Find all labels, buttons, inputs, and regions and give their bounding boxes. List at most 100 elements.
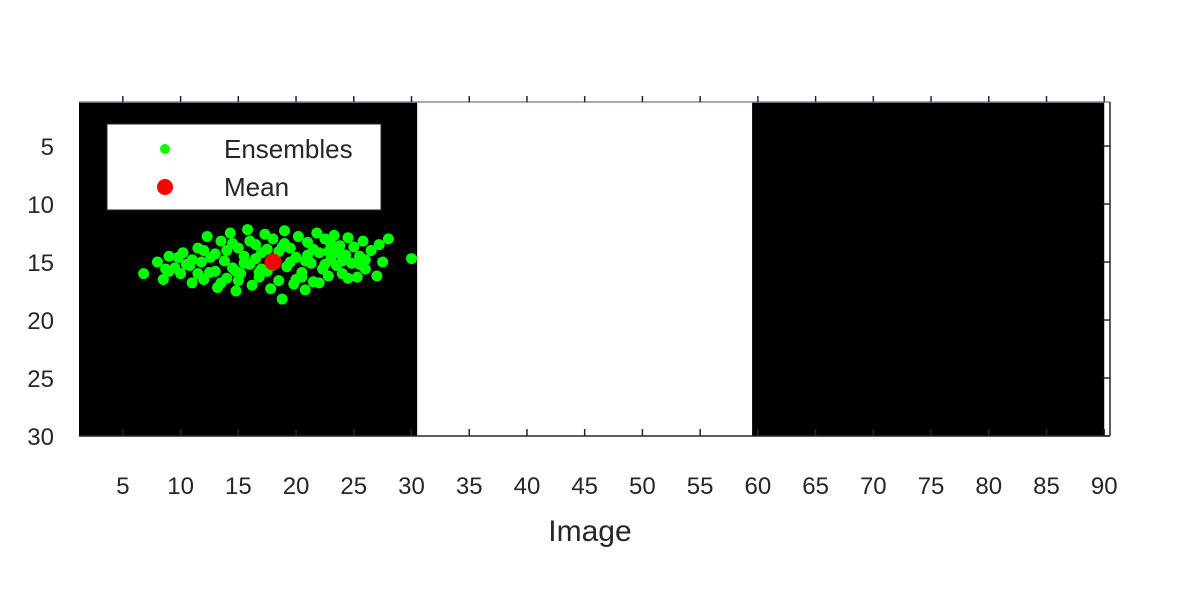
ensemble-point xyxy=(186,277,198,289)
ensemble-point xyxy=(242,224,254,236)
ensemble-point xyxy=(138,268,150,280)
ensemble-point xyxy=(348,241,360,253)
ensemble-point xyxy=(273,275,285,287)
background-panel-3 xyxy=(752,102,1105,436)
ensemble-point xyxy=(345,257,357,269)
x-tick-label: 30 xyxy=(398,473,425,500)
x-tick-label: 5 xyxy=(116,473,129,500)
ensemble-point xyxy=(201,231,213,243)
ensemble-point xyxy=(198,244,210,256)
x-tick-label: 40 xyxy=(514,473,541,500)
x-tick-label: 45 xyxy=(571,473,598,500)
ensemble-point xyxy=(311,227,323,239)
x-tick-label: 10 xyxy=(167,473,194,500)
x-tick-labels: 5 10 15 20 25 30 35 40 45 50 55 60 65 70 75 80 85 90 xyxy=(116,473,1117,500)
y-tick-label: 15 xyxy=(27,250,54,277)
x-tick-label: 75 xyxy=(918,473,945,500)
ensemble-point xyxy=(267,233,279,245)
x-tick-label: 50 xyxy=(629,473,656,500)
ensemble-point xyxy=(195,256,207,268)
mean-point xyxy=(264,253,282,271)
ensemble-point xyxy=(227,237,239,249)
ensemble-point xyxy=(232,275,244,287)
x-axis-label: Image xyxy=(548,515,631,548)
ensemble-point xyxy=(406,253,418,265)
ensemble-point xyxy=(244,235,256,247)
ensemble-point xyxy=(336,255,348,267)
ensemble-point xyxy=(292,231,304,243)
ensemble-point xyxy=(373,239,385,251)
x-tick-label: 90 xyxy=(1091,473,1118,500)
x-tick-label: 65 xyxy=(802,473,829,500)
ensemble-point xyxy=(351,271,363,283)
x-tick-label: 80 xyxy=(975,473,1002,500)
ensemble-point xyxy=(172,251,184,263)
ensemble-point xyxy=(250,253,262,265)
y-tick-labels: 5 10 15 20 25 30 xyxy=(27,134,54,451)
x-tick-label: 60 xyxy=(745,473,772,500)
ensemble-point xyxy=(290,273,302,285)
y-tick-label: 20 xyxy=(27,308,54,335)
ensemble-point xyxy=(276,241,288,253)
x-tick-label: 35 xyxy=(456,473,483,500)
data-points xyxy=(138,224,418,305)
ensemble-point xyxy=(276,293,288,305)
ensemble-point xyxy=(203,266,215,278)
ensemble-point xyxy=(261,243,273,255)
ensemble-point xyxy=(307,243,319,255)
x-tick-label: 20 xyxy=(283,473,310,500)
ensemble-point xyxy=(160,263,172,275)
ensemble-point xyxy=(377,256,389,268)
y-tick-label: 10 xyxy=(27,192,54,219)
ensemble-point xyxy=(175,268,187,280)
x-tick-label: 15 xyxy=(225,473,252,500)
x-tick-label: 70 xyxy=(860,473,887,500)
ensemble-point xyxy=(382,233,394,245)
ensemble-point xyxy=(265,283,277,295)
ensemble-point xyxy=(284,256,296,268)
legend-marker-mean xyxy=(157,179,173,195)
ensemble-point xyxy=(299,255,311,267)
ensemble-point xyxy=(215,277,227,289)
ensemble-point xyxy=(246,279,258,291)
ensemble-point xyxy=(152,256,164,268)
ensemble-point xyxy=(322,246,334,258)
ensemble-point xyxy=(224,227,236,239)
legend-box xyxy=(106,123,382,211)
legend-label-ensembles: Ensembles xyxy=(224,134,353,164)
ensemble-point xyxy=(342,272,354,284)
ensemble-point xyxy=(322,270,334,282)
ensemble-point xyxy=(330,247,342,259)
ensemble-point xyxy=(238,257,250,269)
ensemble-point xyxy=(371,270,383,282)
x-tick-label: 55 xyxy=(687,473,714,500)
y-tick-label: 25 xyxy=(27,366,54,393)
ensemble-point xyxy=(218,255,230,267)
ensemble-point xyxy=(259,228,271,240)
legend-marker-ensembles xyxy=(160,144,170,154)
ensemble-point xyxy=(359,254,371,266)
ensemble-point xyxy=(209,248,221,260)
ensemble-point xyxy=(319,258,331,270)
ensemble-point xyxy=(230,285,242,297)
legend-label-mean: Mean xyxy=(224,172,289,202)
ensemble-point xyxy=(180,258,192,270)
axes xyxy=(79,96,1111,437)
ensemble-point xyxy=(192,268,204,280)
legend: Ensembles Mean xyxy=(106,123,382,211)
ensemble-point xyxy=(357,235,369,247)
ensemble-point xyxy=(342,232,354,244)
ensemble-point xyxy=(365,244,377,256)
y-tick-label: 30 xyxy=(27,424,54,451)
ensemble-point xyxy=(299,284,311,296)
x-tick-label: 25 xyxy=(340,473,367,500)
ensemble-point xyxy=(230,265,242,277)
background-panel-2 xyxy=(417,102,753,436)
ensemble-point xyxy=(279,225,291,237)
x-tick-label: 85 xyxy=(1033,473,1060,500)
y-tick-label: 5 xyxy=(41,134,54,161)
ensemble-point xyxy=(253,266,265,278)
ensemble-point xyxy=(157,273,169,285)
ensemble-point xyxy=(313,277,325,289)
